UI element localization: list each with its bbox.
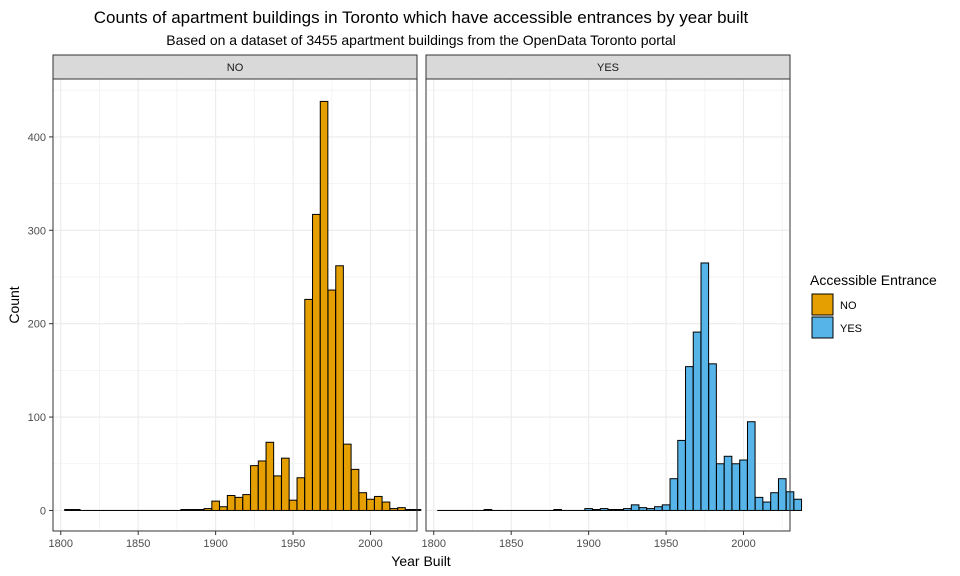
- histogram-bar: [630, 504, 640, 511]
- x-axis-title: Year Built: [391, 553, 451, 569]
- y-axis-title: Count: [6, 286, 22, 323]
- histogram-bar: [265, 441, 275, 511]
- histogram-bar: [746, 421, 756, 511]
- histogram-bar: [723, 455, 733, 511]
- histogram-bar: [180, 509, 189, 511]
- facet-panels: NO 1800 1850 1900 1950 2000 0 100 200 300 400 YES 18…: [28, 54, 803, 550]
- histogram-bar: [366, 498, 375, 511]
- legend-label-no: NO: [840, 300, 857, 312]
- histogram-bar: [335, 265, 344, 511]
- histogram-bar: [607, 509, 617, 511]
- x-tick-label: 2000: [358, 538, 382, 550]
- facet-strip: [425, 54, 791, 80]
- histogram-bar: [327, 289, 337, 511]
- histogram-bar: [64, 509, 73, 511]
- x-tick-label: 1800: [49, 538, 73, 550]
- histogram-bar: [343, 443, 352, 511]
- legend-title: Accessible Entrance: [810, 272, 937, 288]
- histogram-bar: [203, 508, 213, 511]
- panel-border: [52, 78, 418, 532]
- histogram-bar: [250, 465, 259, 511]
- histogram-bar: [716, 463, 725, 511]
- facet-strip: [52, 54, 418, 80]
- histogram-bar: [71, 509, 81, 511]
- legend-label-yes: YES: [840, 323, 862, 335]
- histogram-bar: [397, 507, 406, 511]
- y-tick-label: 0: [40, 505, 46, 517]
- x-tick-label: 1900: [203, 538, 227, 550]
- histogram-bar: [312, 213, 321, 511]
- histogram-bar: [234, 496, 244, 511]
- facet-panel-yes: YES 1800 1850 1900 1950 2000: [422, 54, 803, 550]
- chart-title: Counts of apartment buildings in Toronto…: [94, 8, 749, 27]
- histogram-bar: [646, 508, 655, 511]
- x-tick-label: 1800: [422, 538, 446, 550]
- histogram-bar: [685, 366, 694, 511]
- panel-background: [426, 79, 790, 531]
- y-tick-label: 200: [28, 319, 46, 331]
- x-tick-label: 2000: [731, 538, 755, 550]
- histogram-bar: [226, 495, 236, 511]
- histogram-bar: [623, 508, 632, 511]
- histogram-bar: [483, 509, 493, 511]
- histogram-bar: [195, 509, 205, 511]
- histogram-bar: [731, 463, 741, 511]
- facet-strip-label: NO: [227, 62, 244, 74]
- histogram-bar: [288, 499, 298, 511]
- histogram-bar: [296, 477, 306, 511]
- histogram-bar: [281, 457, 290, 511]
- histogram-bar: [692, 331, 702, 511]
- x-tick-label: 1850: [126, 538, 150, 550]
- x-tick-label: 1950: [281, 538, 305, 550]
- histogram-bar: [793, 498, 803, 511]
- chart-subtitle: Based on a dataset of 3455 apartment bui…: [166, 32, 676, 48]
- facet-strip-label: YES: [597, 62, 619, 74]
- histogram-bar: [661, 504, 671, 511]
- histogram-bar: [762, 501, 772, 511]
- y-tick-label: 300: [28, 225, 46, 237]
- legend-swatch-yes: [811, 316, 834, 339]
- x-tick-label: 1900: [576, 538, 600, 550]
- histogram-bar: [211, 500, 220, 511]
- histogram-bar: [219, 506, 228, 511]
- histogram-bar: [700, 262, 710, 511]
- histogram-bar: [188, 509, 197, 511]
- histogram-bar: [389, 508, 399, 511]
- histogram-bar: [739, 459, 748, 511]
- histogram-bar: [754, 496, 764, 511]
- histogram-bar: [592, 509, 601, 511]
- panel-background: [53, 79, 417, 531]
- facet-panel-no: NO 1800 1850 1900 1950 2000 0 100 200 300 400: [28, 54, 422, 550]
- histogram-bar: [358, 492, 368, 511]
- y-tick-label: 400: [28, 132, 46, 144]
- histogram-bar: [777, 478, 787, 511]
- histogram-bar: [304, 298, 313, 511]
- x-tick-label: 1950: [654, 538, 678, 550]
- legend-swatch-no: [811, 293, 834, 316]
- histogram-bar: [350, 468, 360, 511]
- histogram-bar: [373, 495, 383, 511]
- histogram-bar: [669, 478, 679, 511]
- histogram-bar: [708, 363, 717, 511]
- histogram-bar: [615, 509, 624, 511]
- histogram-bar: [273, 475, 282, 511]
- histogram-bar: [257, 460, 267, 511]
- histogram-bar: [381, 501, 391, 511]
- legend: Accessible Entrance NO YES: [810, 272, 937, 339]
- histogram-bar: [599, 508, 609, 511]
- histogram-bar: [404, 509, 414, 511]
- histogram-bar: [553, 509, 562, 511]
- y-tick-label: 100: [28, 412, 46, 424]
- histogram-bar: [654, 506, 663, 511]
- panel-border: [425, 78, 791, 532]
- histogram-bar: [638, 507, 648, 511]
- x-tick-label: 1850: [499, 538, 523, 550]
- histogram-bar: [677, 439, 686, 511]
- histogram-bar: [770, 492, 779, 511]
- histogram-bar: [242, 494, 251, 511]
- histogram-bar: [319, 100, 329, 511]
- histogram-bar: [584, 508, 593, 511]
